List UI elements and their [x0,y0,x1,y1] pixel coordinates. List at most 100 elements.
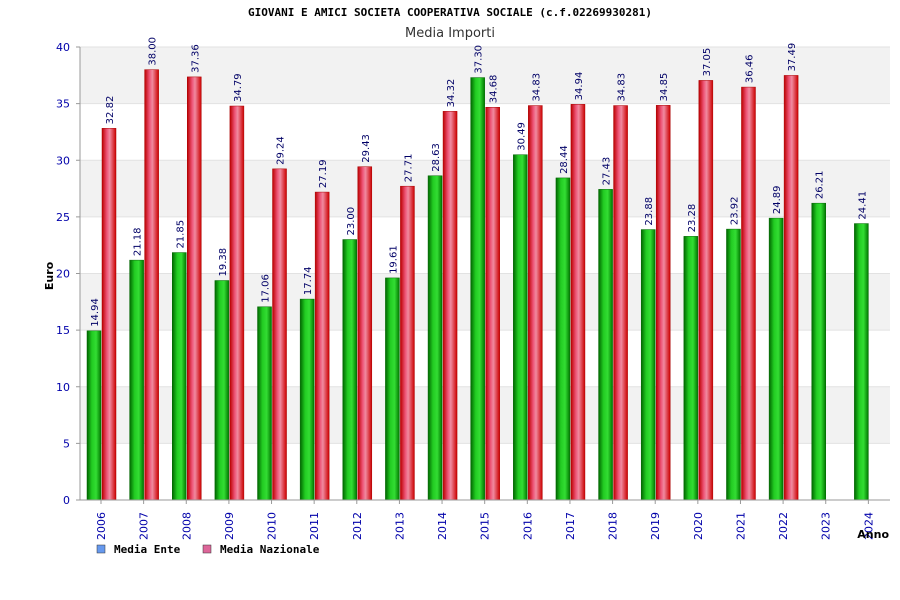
x-tick-label: 2013 [393,512,406,540]
data-label: 28.44 [559,145,570,174]
x-tick-label: 2022 [777,512,790,540]
x-tick-label: 2014 [436,512,449,540]
y-tick-label: 30 [56,154,70,167]
data-label: 19.61 [388,245,399,274]
x-tick-label: 2023 [820,512,833,540]
data-label: 23.92 [729,196,740,225]
bar-media-nazionale [741,86,756,501]
data-label: 34.83 [531,73,542,102]
x-tick-label: 2015 [479,512,492,540]
y-tick-label: 20 [56,268,70,281]
bar-media-ente [854,223,869,501]
data-label: 24.89 [772,185,783,214]
data-label: 27.19 [318,159,329,188]
bar-media-ente [470,77,485,501]
data-label: 27.43 [602,157,613,186]
y-tick-label: 40 [56,41,70,54]
legend-swatch-media-ente [96,544,106,554]
y-tick-label: 25 [56,211,70,224]
data-label: 28.63 [431,143,442,172]
data-label: 36.46 [744,54,755,83]
data-label: 32.82 [105,96,116,125]
y-tick-label: 5 [63,437,70,450]
bar-media-ente [427,175,443,501]
data-label: 27.71 [403,154,414,183]
x-tick-label: 2024 [862,512,875,540]
data-label: 37.05 [702,48,713,77]
bar-media-ente [299,298,315,501]
legend-label-media-ente: Media Ente [114,543,181,556]
data-label: 37.49 [787,43,798,72]
legend-swatch-media-nazionale [202,544,212,554]
bar-media-nazionale [144,69,159,501]
chart-subtitle: Media Importi [405,26,495,41]
data-label: 23.00 [346,207,357,236]
bar-media-nazionale [314,191,330,501]
x-tick-label: 2007 [138,512,151,540]
x-tick-label: 2017 [564,512,577,540]
x-tick-label: 2012 [351,512,364,540]
data-label: 34.83 [617,73,628,102]
y-tick-label: 35 [56,98,70,111]
x-tick-label: 2019 [649,512,662,540]
bar-media-ente [172,252,187,501]
y-tick-label: 10 [56,381,70,394]
data-label: 26.21 [815,171,826,200]
bar-media-nazionale [187,76,202,501]
data-label: 17.06 [261,274,272,303]
y-tick-label: 0 [63,494,70,507]
data-label: 19.38 [218,248,229,277]
x-tick-label: 2016 [521,512,534,540]
data-label: 14.94 [90,298,101,327]
bar-media-ente [768,217,784,501]
bar-media-ente [640,229,656,501]
bar-media-ente [555,177,571,501]
bar-media-ente [726,228,741,501]
bar-media-ente [513,154,528,501]
bar-media-ente [683,236,699,501]
bar-media-nazionale [613,105,628,501]
x-tick-label: 2010 [266,512,279,540]
data-label: 29.24 [276,136,287,165]
x-tick-label: 2011 [308,512,321,540]
x-tick-label: 2006 [95,512,108,540]
bar-media-nazionale [357,166,373,501]
bar-media-nazionale [698,80,714,501]
bar-media-ente [811,202,826,501]
bar-media-nazionale [655,105,671,501]
bar-media-nazionale [101,128,117,501]
bar-media-nazionale [485,106,500,501]
x-tick-label: 2020 [692,512,705,540]
data-label: 34.85 [659,73,670,102]
legend: Media Ente Media Nazionale [96,543,320,556]
data-label: 38.00 [148,37,159,66]
data-label: 23.28 [687,204,698,233]
bar-media-ente [257,306,272,501]
bar-media-ente [598,189,613,501]
x-axis-title: Anno [857,528,889,541]
bar-media-nazionale [229,105,245,501]
bar-media-nazionale [528,105,543,501]
data-label: 23.88 [644,197,655,226]
data-label: 29.43 [361,134,372,163]
bar-media-ente [342,239,358,501]
data-label: 37.36 [190,44,201,73]
legend-label-media-nazionale: Media Nazionale [220,543,320,556]
data-label: 34.68 [489,75,500,104]
bar-media-nazionale [400,185,415,501]
bar-media-nazionale [272,168,287,501]
x-tick-label: 2018 [607,512,620,540]
bar-media-nazionale [570,104,586,501]
x-tick-label: 2009 [223,512,236,540]
bar-media-ente [129,259,144,501]
bar-media-ente [214,280,230,501]
data-labels-group: 14.94 32.82 21.18 38.00 21.85 37.36 19.38 34.79… [90,37,868,327]
bar-media-nazionale [442,111,458,501]
data-label: 30.49 [516,122,527,151]
data-label: 21.85 [175,220,186,249]
data-label: 34.94 [574,72,585,101]
y-tick-label: 15 [56,324,70,337]
y-axis-title: Euro [43,261,56,290]
bar-media-nazionale [783,75,799,501]
